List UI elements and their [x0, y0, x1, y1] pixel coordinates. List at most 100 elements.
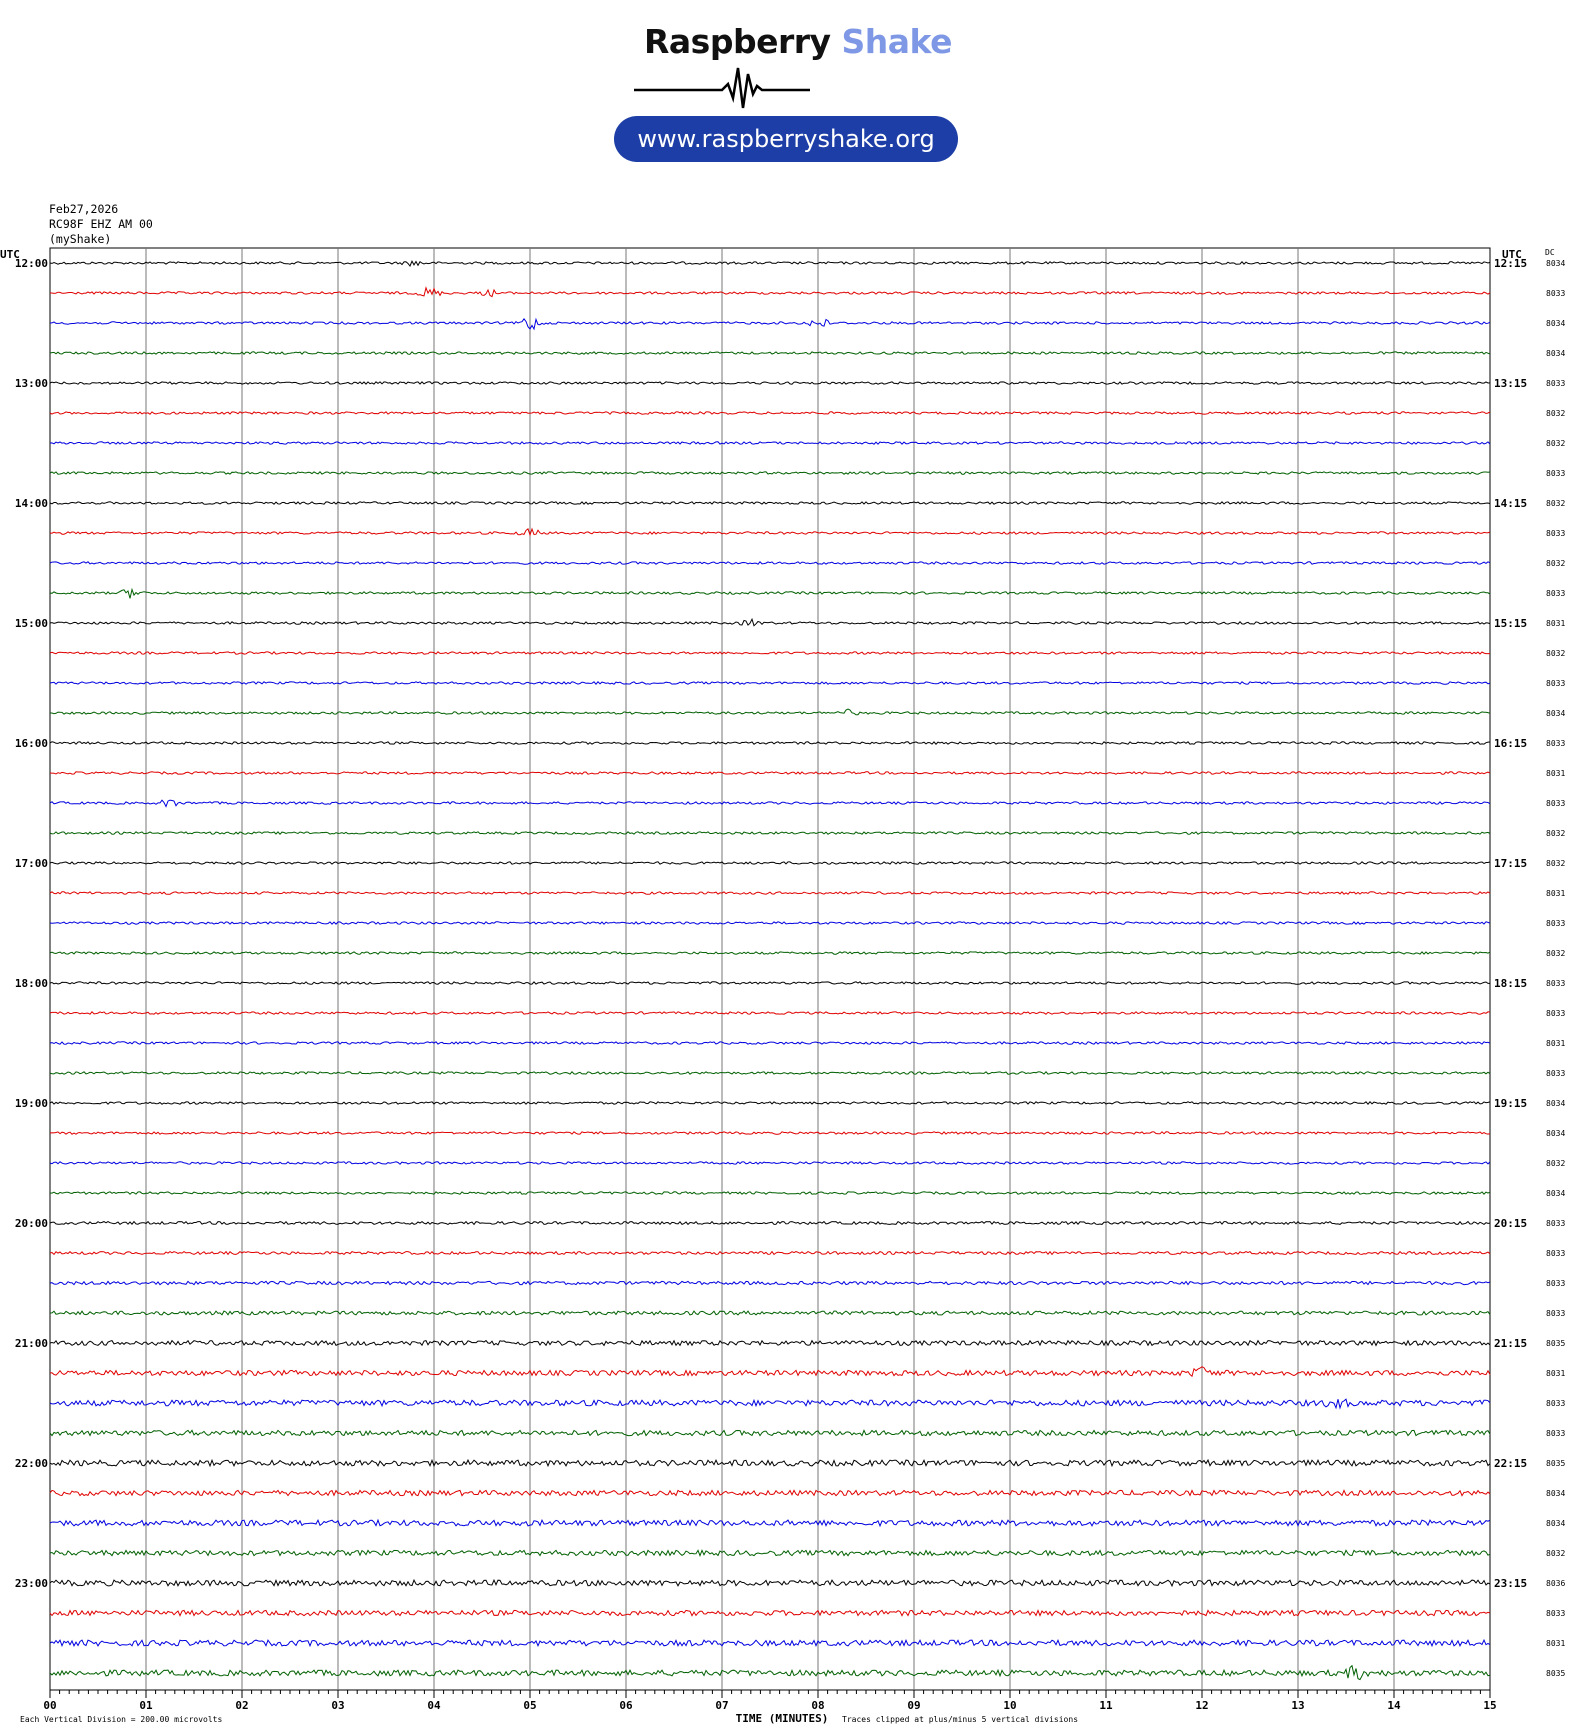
- x-tick-label: 02: [235, 1699, 248, 1712]
- logo-word-shake: Shake: [841, 22, 953, 61]
- trace-row-7: [49, 471, 1491, 475]
- right-hour-label: 22:15: [1494, 1457, 1527, 1470]
- x-axis-title: TIME (MINUTES): [736, 1712, 829, 1725]
- station-code: RC98F EHZ AM 00: [49, 217, 153, 231]
- dc-offset-label: 8033: [1546, 1609, 1565, 1618]
- dc-offset-label: 8031: [1546, 1639, 1565, 1648]
- trace-row-6: [49, 441, 1491, 445]
- dc-offset-label: 8033: [1546, 1249, 1565, 1258]
- trace-row-43: [49, 1549, 1491, 1557]
- logo-word-raspberry: Raspberry: [644, 22, 831, 61]
- trace-row-45: [49, 1609, 1491, 1617]
- dc-offset-label: 8034: [1546, 319, 1565, 328]
- trace-row-30: [49, 1161, 1491, 1165]
- dc-offset-label: 8032: [1546, 499, 1565, 508]
- trace-row-27: [49, 1071, 1491, 1075]
- dc-offset-label: 8033: [1546, 589, 1565, 598]
- trace-row-37: [49, 1366, 1491, 1378]
- dc-offset-label: 8031: [1546, 889, 1565, 898]
- left-hour-label: 22:00: [15, 1457, 48, 1470]
- dc-offset-label: 8032: [1546, 1159, 1565, 1168]
- right-hour-label: 23:15: [1494, 1577, 1527, 1590]
- trace-row-31: [49, 1191, 1491, 1195]
- trace-row-13: [49, 651, 1491, 655]
- right-hour-label: 18:15: [1494, 977, 1527, 990]
- right-hour-label: 14:15: [1494, 497, 1527, 510]
- trace-row-40: [49, 1458, 1491, 1468]
- left-hour-label: 19:00: [15, 1097, 48, 1110]
- x-tick-label: 09: [907, 1699, 920, 1712]
- x-tick-label: 10: [1003, 1699, 1016, 1712]
- right-hour-label: 19:15: [1494, 1097, 1527, 1110]
- x-tick-label: 11: [1099, 1699, 1113, 1712]
- dc-offset-label: 8035: [1546, 1669, 1565, 1678]
- record-date: Feb27,2026: [49, 202, 119, 216]
- trace-row-24: [49, 981, 1490, 985]
- dc-offset-label: 8033: [1546, 289, 1565, 298]
- left-hour-label: 18:00: [15, 977, 48, 990]
- trace-row-42: [49, 1518, 1491, 1528]
- x-tick-label: 08: [811, 1699, 824, 1712]
- trace-row-4: [49, 381, 1491, 385]
- logo-wordmark: Raspberry Shake: [644, 22, 953, 61]
- seismograph-wave-icon: [634, 67, 810, 109]
- x-tick-label: 12: [1195, 1699, 1208, 1712]
- x-tick-label: 03: [331, 1699, 344, 1712]
- dc-offset-label: 8033: [1546, 739, 1565, 748]
- dc-offset-label: 8034: [1546, 1489, 1565, 1498]
- trace-row-32: [49, 1220, 1491, 1226]
- trace-row-44: [49, 1578, 1491, 1588]
- dc-offset-label: 8032: [1546, 439, 1565, 448]
- right-hour-label: 16:15: [1494, 737, 1527, 750]
- dc-offset-label: 8032: [1546, 859, 1565, 868]
- trace-row-10: [49, 561, 1491, 565]
- dc-offset-label: 8033: [1546, 469, 1565, 478]
- data-source: (myShake): [49, 232, 112, 246]
- dc-offset-label: 8033: [1546, 1399, 1565, 1408]
- trace-row-16: [49, 741, 1491, 745]
- dc-offset-label: 8034: [1546, 1189, 1565, 1198]
- dc-offset-label: 8034: [1546, 259, 1565, 268]
- clipping-note: Traces clipped at plus/minus 5 vertical …: [842, 1715, 1078, 1724]
- right-hour-label: 13:15: [1494, 377, 1527, 390]
- right-axis-title: UTC: [1502, 248, 1522, 261]
- left-hour-label: 23:00: [15, 1577, 48, 1590]
- dc-offset-label: 8034: [1546, 1099, 1565, 1108]
- trace-row-34: [49, 1280, 1491, 1286]
- dc-offset-label: 8032: [1546, 829, 1565, 838]
- trace-row-14: [49, 681, 1491, 685]
- x-tick-label: 01: [139, 1699, 153, 1712]
- left-hour-label: 12:00: [15, 257, 48, 270]
- trace-row-17: [49, 771, 1491, 775]
- trace-row-25: [49, 1011, 1491, 1015]
- dc-offset-label: 8032: [1546, 559, 1565, 568]
- trace-row-15: [50, 708, 1491, 716]
- website-url-badge[interactable]: www.raspberryshake.org: [614, 116, 958, 162]
- trace-row-18: [49, 799, 1491, 808]
- trace-row-46: [49, 1638, 1491, 1648]
- left-hour-label: 14:00: [15, 497, 48, 510]
- left-hour-label: 15:00: [15, 617, 48, 630]
- dc-offset-label: 8032: [1546, 1549, 1565, 1558]
- x-tick-label: 15: [1483, 1699, 1496, 1712]
- trace-row-1: [50, 286, 1491, 298]
- dc-offset-label: 8034: [1546, 709, 1565, 718]
- trace-row-36: [49, 1339, 1491, 1347]
- dc-offset-label: 8033: [1546, 979, 1565, 988]
- dc-offset-label: 8032: [1546, 949, 1565, 958]
- dc-offset-label: 8032: [1546, 409, 1565, 418]
- dc-offset-label: 8033: [1546, 1069, 1565, 1078]
- dc-offset-label: 8033: [1546, 1309, 1565, 1318]
- trace-row-20: [49, 861, 1491, 865]
- left-hour-label: 16:00: [15, 737, 48, 750]
- trace-row-9: [49, 527, 1491, 537]
- right-hour-label: 12:15: [1494, 257, 1527, 270]
- trace-row-12: [49, 617, 1491, 627]
- dc-offset-label: 8034: [1546, 1519, 1565, 1528]
- raspberry-shake-logo[interactable]: Raspberry Shake www.raspberryshake.org: [600, 20, 970, 170]
- trace-row-2: [49, 317, 1491, 331]
- trace-row-11: [49, 587, 1491, 599]
- trace-row-21: [49, 891, 1491, 895]
- dc-offset-label: 8034: [1546, 349, 1565, 358]
